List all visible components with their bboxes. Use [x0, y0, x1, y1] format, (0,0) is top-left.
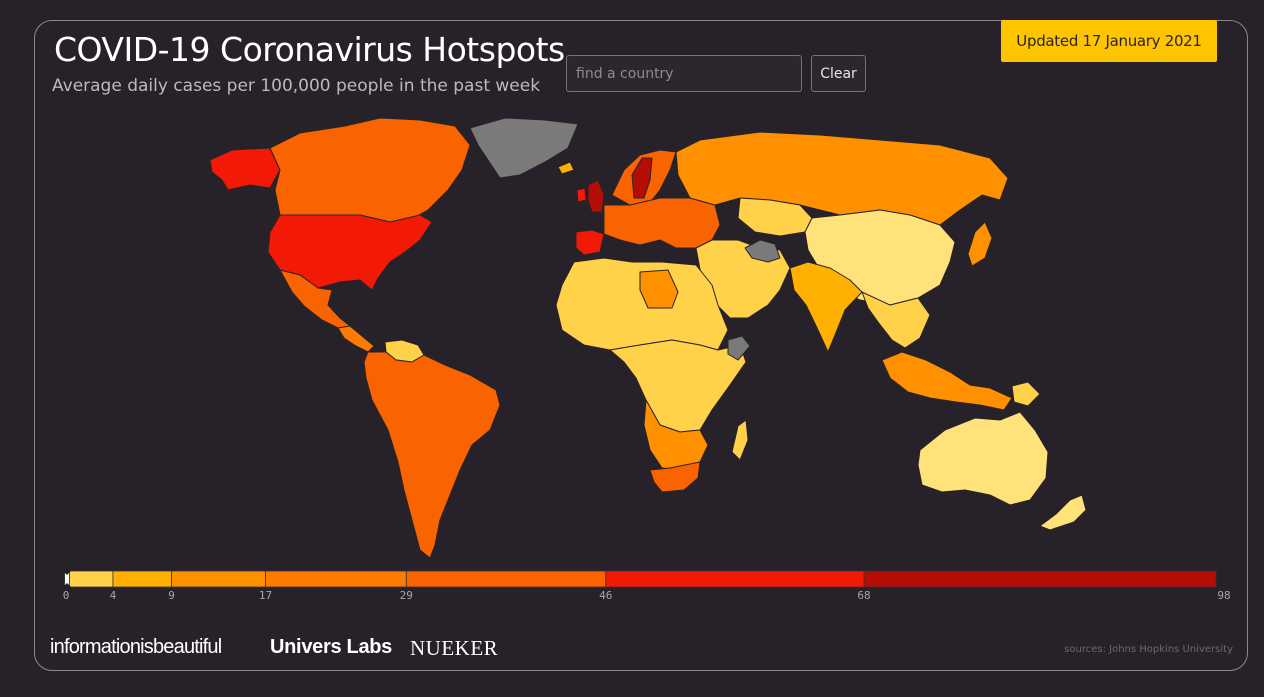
map-region-greenland[interactable] — [469, 117, 579, 179]
scale-bin-4[interactable] — [405, 570, 607, 588]
country-search-input[interactable] — [566, 55, 802, 92]
map-region-central-africa[interactable] — [609, 339, 747, 433]
map-region-madagascar[interactable] — [731, 419, 749, 461]
brand-nueker-logo[interactable]: NUEKER — [410, 636, 499, 660]
map-region-new-zealand[interactable] — [1039, 494, 1087, 531]
scale-bin-2[interactable] — [171, 570, 266, 588]
scale-tick-label: 68 — [857, 589, 870, 602]
map-region-canada[interactable] — [269, 117, 471, 223]
scale-tick-label: 4 — [110, 589, 117, 602]
page-title: COVID-19 Coronavirus Hotspots — [54, 30, 565, 69]
map-region-southeast-asia[interactable] — [861, 291, 931, 349]
scale-tick-label: 0 — [63, 589, 70, 602]
scale-tick-label: 9 — [168, 589, 175, 602]
map-region-indonesia[interactable] — [881, 351, 1013, 411]
scale-tick-label: 98 — [1217, 589, 1230, 602]
map-region-iran[interactable] — [744, 239, 781, 263]
scale-tick-label: 46 — [599, 589, 612, 602]
map-region-alaska[interactable] — [209, 147, 281, 191]
brand-univers-labs-logo[interactable]: Univers Labs — [270, 636, 393, 658]
map-region-mexico[interactable] — [279, 269, 351, 329]
map-region-south-america[interactable] — [363, 351, 501, 559]
map-region-united-states[interactable] — [267, 214, 433, 291]
page-subtitle: Average daily cases per 100,000 people i… — [52, 76, 541, 96]
map-region-libya[interactable] — [639, 269, 679, 309]
scale-bin-6[interactable] — [863, 570, 1217, 588]
clear-button[interactable]: Clear — [811, 55, 866, 92]
map-region-australia[interactable] — [917, 411, 1049, 506]
scale-bin-5[interactable] — [605, 570, 865, 588]
sources-credit: sources: Johns Hopkins University — [1064, 644, 1233, 655]
scale-bin-0[interactable] — [65, 570, 114, 588]
map-region-spain[interactable] — [575, 229, 605, 256]
map-region-south-africa[interactable] — [649, 461, 701, 493]
map-region-somalia[interactable] — [727, 335, 751, 361]
map-region-united-kingdom[interactable] — [587, 179, 605, 213]
chart-frame — [34, 20, 1248, 671]
map-region-central-america[interactable] — [337, 325, 375, 353]
scale-slider-handle[interactable] — [62, 569, 72, 589]
scale-bin-3[interactable] — [265, 570, 407, 588]
scale-tick-label: 17 — [259, 589, 272, 602]
brand-informationisbeautiful-logo[interactable]: informationisbeautiful — [50, 636, 222, 658]
map-region-sweden[interactable] — [631, 157, 653, 199]
updated-badge: Updated 17 January 2021 — [1001, 20, 1217, 62]
map-region-iceland[interactable] — [557, 161, 575, 175]
map-region-papua-new-guinea[interactable] — [1011, 381, 1041, 407]
scale-tick-label: 29 — [400, 589, 413, 602]
map-region-russia[interactable] — [675, 131, 1009, 226]
map-region-india[interactable] — [789, 261, 863, 353]
map-region-japan[interactable] — [967, 221, 993, 267]
scale-bin-1[interactable] — [112, 570, 173, 588]
map-region-ireland[interactable] — [576, 187, 587, 203]
